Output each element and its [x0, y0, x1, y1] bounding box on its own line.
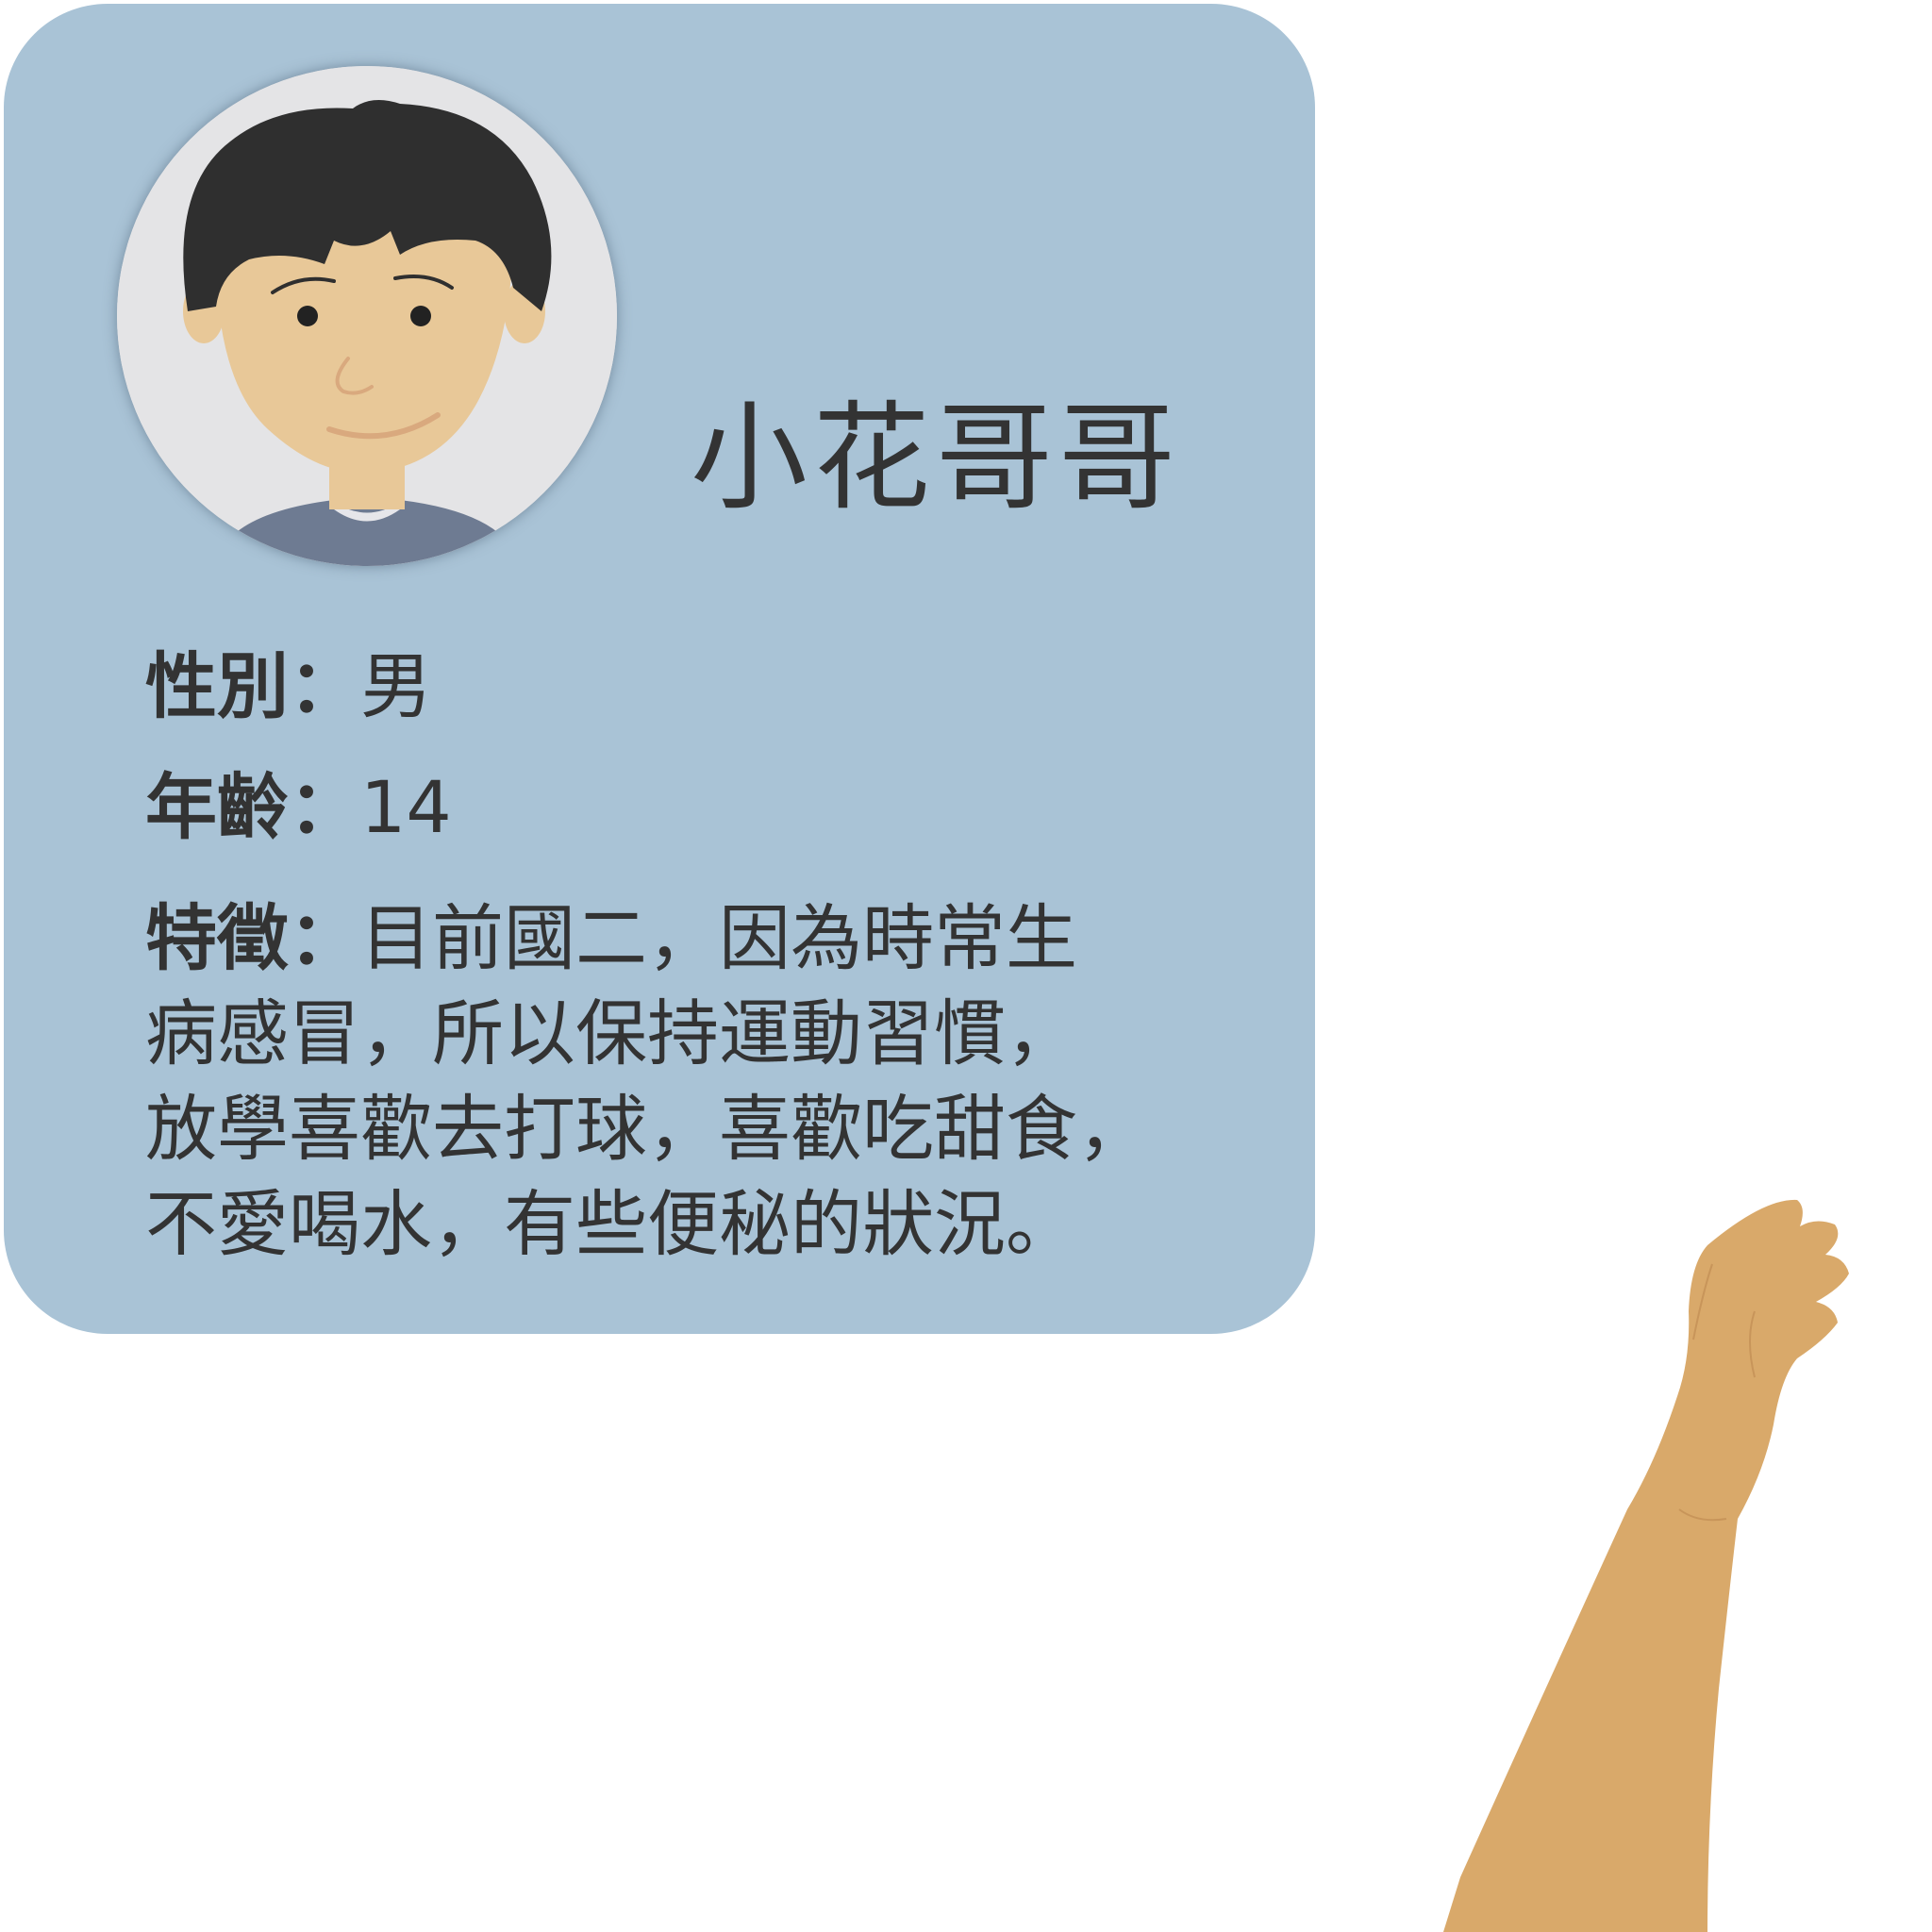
profile-card: 小花哥哥 性別：男 年齡：14 特徵：目前國二，因為時常生 病感冒，所以保持運動…	[4, 4, 1315, 1334]
arm-drawing	[1443, 1199, 1849, 1932]
feature-description: 特徵：目前國二，因為時常生 病感冒，所以保持運動習慣， 放學喜歡去打球，喜歡吃甜…	[145, 891, 1258, 1272]
character-name: 小花哥哥	[691, 391, 1182, 526]
gender-row: 性別：男	[145, 651, 432, 723]
boy-portrait-icon	[117, 66, 617, 566]
raised-arm-icon	[1443, 1198, 1868, 1932]
feature-line-2: 病感冒，所以保持運動習慣，	[145, 991, 1077, 1075]
feature-text-1: 目前國二，因為時常生	[360, 896, 1077, 980]
feature-line-4: 不愛喝水，有些便秘的狀況。	[145, 1182, 1077, 1266]
gender-value: 男	[360, 644, 432, 728]
age-row: 年齡：14	[145, 772, 452, 843]
age-label: 年齡：	[145, 765, 360, 849]
age-value: 14	[360, 765, 452, 849]
feature-line-1: 特徵：目前國二，因為時常生	[145, 891, 1258, 986]
feature-line-3: 放學喜歡去打球，喜歡吃甜食，	[145, 1087, 1149, 1171]
feature-label: 特徵：	[145, 896, 360, 980]
avatar-drawing	[117, 66, 617, 566]
gender-label: 性別：	[145, 644, 360, 728]
